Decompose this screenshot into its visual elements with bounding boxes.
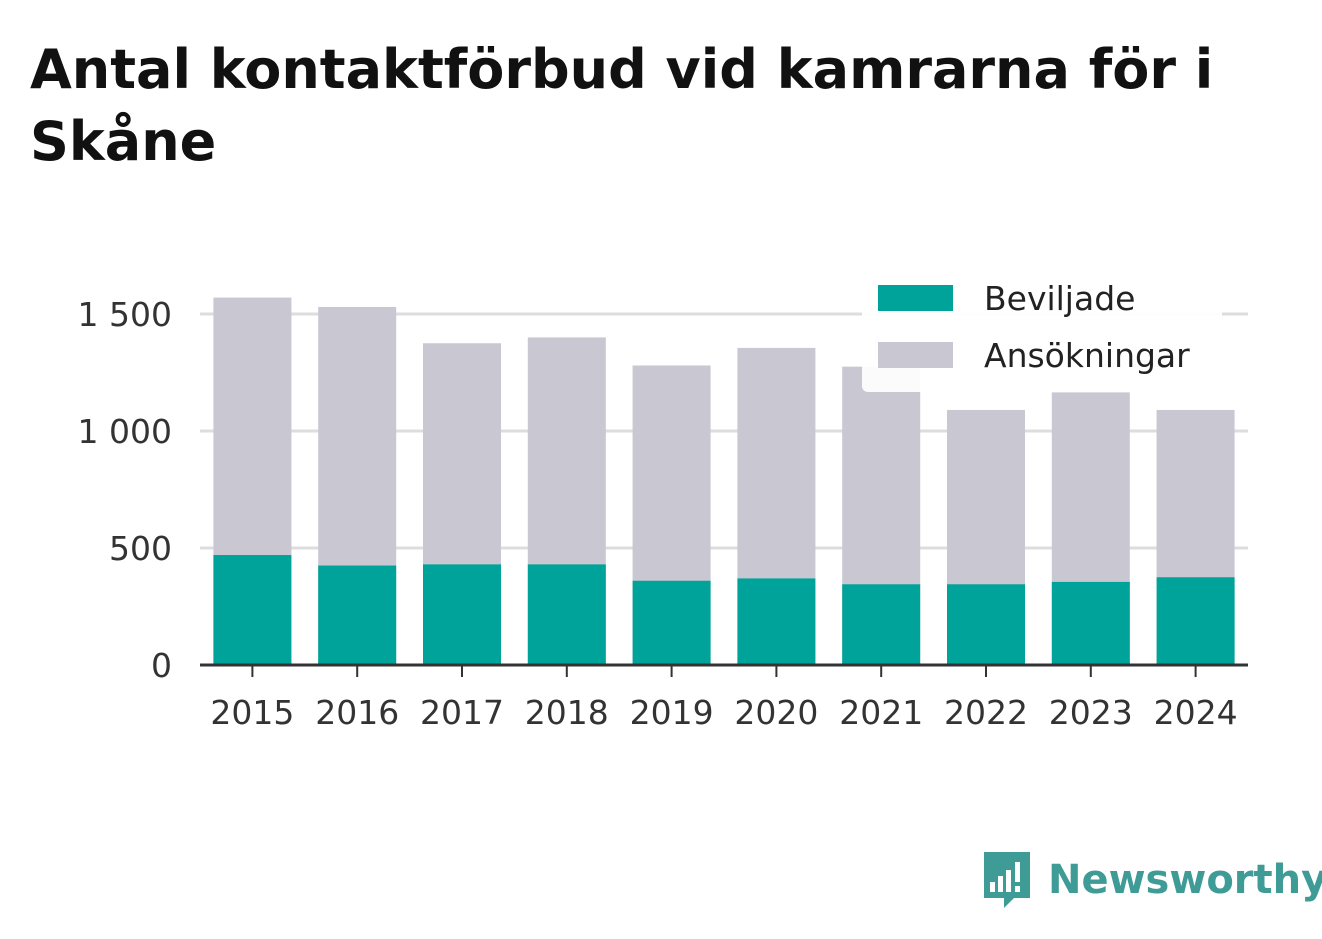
x-tick-label: 2015: [210, 693, 294, 732]
x-tick-label: 2023: [1049, 693, 1133, 732]
newsworthy-logo-icon: [984, 852, 1030, 908]
x-tick-label: 2017: [420, 693, 504, 732]
bar-beviljade-2017: [423, 564, 501, 665]
chart-title: Antal kontaktförbud vid kamrarna för i S…: [30, 38, 1214, 173]
brand-name: Newsworthy: [1048, 857, 1322, 903]
bars: [213, 297, 1235, 665]
y-tick-label: 1 500: [78, 295, 172, 334]
legend-label-beviljade: Beviljade: [984, 279, 1135, 318]
legend-swatch-ansokningar: [878, 342, 953, 368]
x-tick-label: 2022: [944, 693, 1028, 732]
x-tick-label: 2024: [1154, 693, 1238, 732]
x-tick-label: 2021: [839, 693, 923, 732]
bar-beviljade-2015: [213, 555, 292, 665]
x-tick-label: 2020: [734, 693, 818, 732]
bar-beviljade-2022: [947, 584, 1025, 665]
axes: 0 500 1 000 1 500 2015 2016 2017 2018 2019 2020 20…: [78, 295, 1248, 732]
bar-beviljade-2019: [632, 580, 711, 665]
y-tick-label: 1 000: [78, 412, 172, 451]
x-tick-label: 2016: [315, 693, 399, 732]
legend-label-ansokningar: Ansökningar: [984, 336, 1190, 375]
bar-beviljade-2018: [527, 564, 606, 665]
newsworthy-logo: Newsworthy: [980, 848, 1322, 912]
x-tick-label: 2019: [630, 693, 714, 732]
legend-swatch-beviljade: [878, 285, 953, 311]
x-tick-label: 2018: [525, 693, 609, 732]
bar-beviljade-2024: [1156, 577, 1235, 665]
y-tick-label: 0: [151, 646, 172, 685]
bar-beviljade-2021: [842, 584, 921, 665]
bar-beviljade-2016: [318, 565, 397, 665]
bar-beviljade-2023: [1051, 581, 1130, 665]
bar-beviljade-2020: [737, 578, 816, 665]
y-tick-label: 500: [109, 529, 172, 568]
legend: Beviljade Ansökningar: [862, 268, 1222, 392]
